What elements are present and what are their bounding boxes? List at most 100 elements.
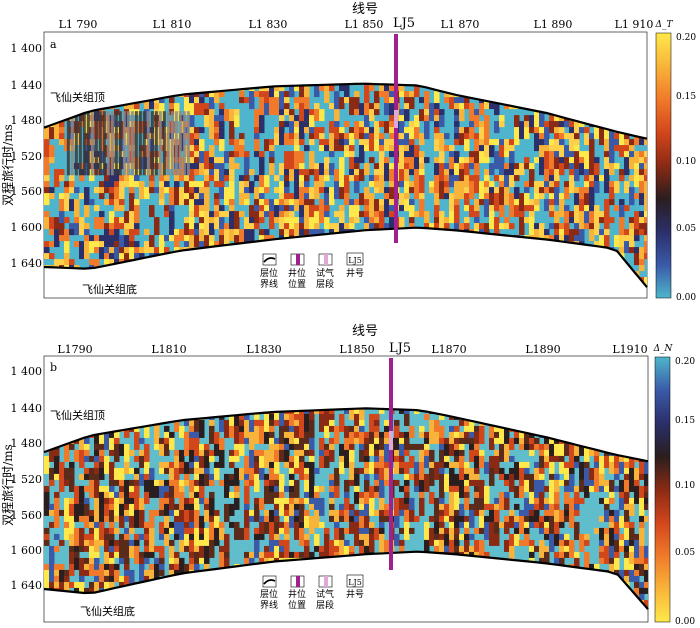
heatmap-cell <box>144 593 150 600</box>
heatmap-cell <box>314 109 320 122</box>
heatmap-cell <box>119 449 125 456</box>
heatmap-cell <box>229 253 235 266</box>
heatmap-cell <box>44 569 50 588</box>
panel-a-letter: a <box>50 38 57 51</box>
heatmap-cell <box>339 163 345 182</box>
heatmap-cell <box>499 521 505 528</box>
heatmap-cell <box>254 461 260 474</box>
heatmap-cell <box>179 85 185 92</box>
heatmap-cell <box>394 461 400 474</box>
heatmap-cell <box>464 193 470 200</box>
heatmap-cell <box>334 563 340 570</box>
panel-a-x-axis-title: 线号 <box>352 2 378 17</box>
heatmap-cell <box>184 223 190 236</box>
heatmap-cell <box>404 557 410 564</box>
heatmap-cell <box>49 569 55 582</box>
heatmap-cell <box>134 229 140 236</box>
heatmap-cell <box>234 491 240 498</box>
heatmap-cell <box>364 169 370 176</box>
heatmap-cell <box>179 593 185 610</box>
heatmap-cell <box>359 145 365 164</box>
heatmap-cell <box>459 235 465 242</box>
heatmap-cell <box>49 479 55 486</box>
heatmap-cell <box>569 605 575 610</box>
heatmap-cell <box>234 605 240 610</box>
heatmap-cell <box>219 91 225 98</box>
heatmap-cell <box>199 217 205 224</box>
heatmap-cell <box>489 247 495 260</box>
heatmap-cell <box>544 605 550 610</box>
heatmap-cell <box>554 479 560 498</box>
heatmap-cell <box>439 539 445 558</box>
heatmap-cell <box>569 163 575 170</box>
heatmap-cell <box>199 265 205 284</box>
heatmap-cell <box>374 467 380 474</box>
heatmap-cell <box>524 163 530 170</box>
heatmap-cell <box>604 199 610 212</box>
heatmap-cell <box>514 408 520 414</box>
heatmap-cell <box>394 437 400 456</box>
heatmap-cell <box>474 437 480 444</box>
heatmap-cell <box>59 169 65 176</box>
heatmap-cell <box>634 563 640 570</box>
heatmap-cell <box>449 247 455 266</box>
heatmap-cell <box>559 103 565 116</box>
heatmap-cell <box>584 91 590 104</box>
heatmap-cell <box>639 193 645 200</box>
heatmap-cell <box>114 187 120 206</box>
heatmap-cell <box>79 581 85 594</box>
heatmap-cell <box>159 593 165 610</box>
heatmap-cell <box>604 121 610 128</box>
heatmap-cell <box>549 581 555 600</box>
heatmap-cell <box>629 247 635 254</box>
heatmap-cell <box>309 139 315 146</box>
heatmap-cell <box>74 271 80 278</box>
heatmap-cell <box>489 103 495 110</box>
heatmap-cell <box>354 181 360 194</box>
heatmap-cell <box>214 533 220 546</box>
heatmap-cell <box>449 587 455 606</box>
heatmap-cell <box>529 491 535 504</box>
heatmap-cell <box>584 581 590 588</box>
heatmap-cell <box>304 85 310 104</box>
heatmap-cell <box>614 569 620 576</box>
heatmap-cell <box>59 259 65 266</box>
heatmap-cell <box>464 485 470 492</box>
heatmap-cell <box>484 593 490 606</box>
heatmap-cell <box>609 593 615 600</box>
heatmap-cell <box>339 443 345 462</box>
heatmap-cell <box>449 97 455 110</box>
heatmap-cell <box>459 241 465 248</box>
heatmap-cell <box>229 283 235 288</box>
heatmap-cell <box>399 217 405 236</box>
heatmap-cell <box>634 413 640 420</box>
heatmap-cell <box>174 503 180 510</box>
heatmap-cell <box>229 425 235 438</box>
heatmap-cell <box>259 467 265 480</box>
heatmap-cell <box>569 157 575 164</box>
heatmap-cell <box>64 527 70 540</box>
heatmap-cell <box>454 121 460 128</box>
heatmap-cell <box>574 145 580 152</box>
heatmap-cell <box>159 467 165 474</box>
heatmap-cell <box>489 425 495 444</box>
heatmap-cell <box>524 121 530 128</box>
heatmap-cell <box>519 277 525 284</box>
heatmap-cell <box>94 581 100 594</box>
heatmap-cell <box>184 431 190 444</box>
heatmap-cell <box>549 461 555 474</box>
heatmap-cell <box>634 169 640 176</box>
heatmap-cell <box>199 151 205 164</box>
heatmap-cell <box>334 247 340 254</box>
heatmap-cell <box>279 521 285 528</box>
heatmap-cell <box>404 419 410 426</box>
heatmap-cell <box>189 151 195 158</box>
heatmap-cell <box>554 408 560 426</box>
heatmap-cell <box>524 259 530 266</box>
heatmap-cell <box>399 139 405 146</box>
heatmap-cell <box>199 485 205 504</box>
heatmap-cell <box>579 91 585 110</box>
heatmap-cell <box>444 133 450 140</box>
heatmap-cell <box>589 593 595 606</box>
